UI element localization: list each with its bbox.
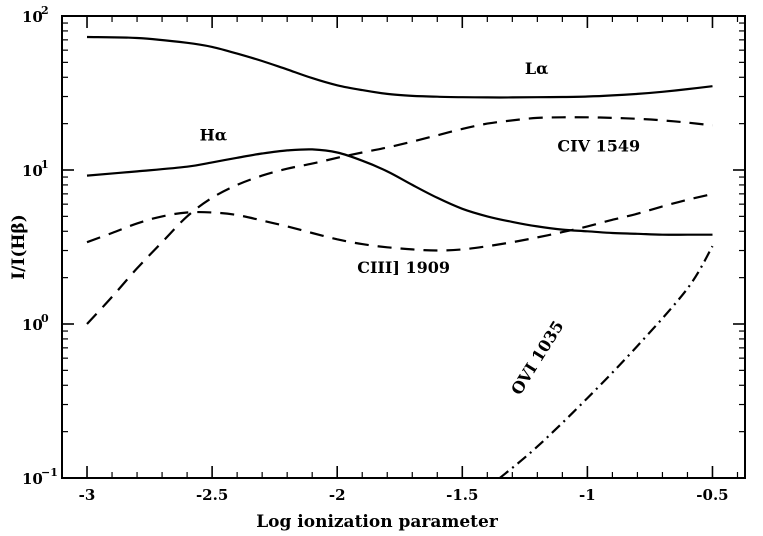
- series-line-2: [86, 116, 713, 325]
- series-label-1: Hα: [200, 126, 227, 145]
- y-tick-label: 101: [22, 158, 49, 180]
- y-tick-base: 10: [22, 316, 43, 334]
- y-tick-exponent: 2: [41, 4, 49, 17]
- series-line-4: [499, 245, 714, 479]
- series-label-3: CIII] 1909: [357, 258, 450, 277]
- series-lines: [86, 35, 714, 479]
- y-tick-base: 10: [22, 8, 43, 26]
- y-tick-exponent: −1: [41, 466, 58, 479]
- series-line-3: [86, 192, 713, 252]
- y-tick-base: 10: [22, 162, 43, 180]
- series-labels: Lα Hα CIV 1549 CIII] 1909 OVI 1035: [200, 59, 640, 398]
- axis-ticks: [61, 15, 745, 479]
- x-axis-title: Log ionization parameter: [256, 512, 499, 532]
- x-tick-label: -2.5: [196, 486, 228, 504]
- x-tick-label: -2: [329, 486, 346, 504]
- series-line-1: [86, 148, 713, 236]
- y-axis-title: I/I(Hβ): [9, 214, 29, 280]
- plot-frame: [61, 15, 746, 479]
- y-tick-label: 100: [22, 312, 49, 334]
- x-tick-label: -1: [579, 486, 596, 504]
- series-line-0: [86, 35, 713, 99]
- y-tick-base: 10: [22, 470, 43, 488]
- y-tick-exponent: 0: [41, 312, 49, 325]
- series-label-4: OVI 1035: [507, 317, 567, 398]
- x-tick-label: -1.5: [446, 486, 478, 504]
- y-tick-exponent: 1: [41, 158, 49, 171]
- series-label-0: Lα: [525, 59, 549, 78]
- x-tick-label: -0.5: [696, 486, 728, 504]
- y-tick-label: 102: [22, 4, 49, 26]
- series-label-2: CIV 1549: [557, 136, 640, 155]
- y-tick-label: 10−1: [22, 466, 58, 488]
- x-tick-label: -3: [79, 486, 96, 504]
